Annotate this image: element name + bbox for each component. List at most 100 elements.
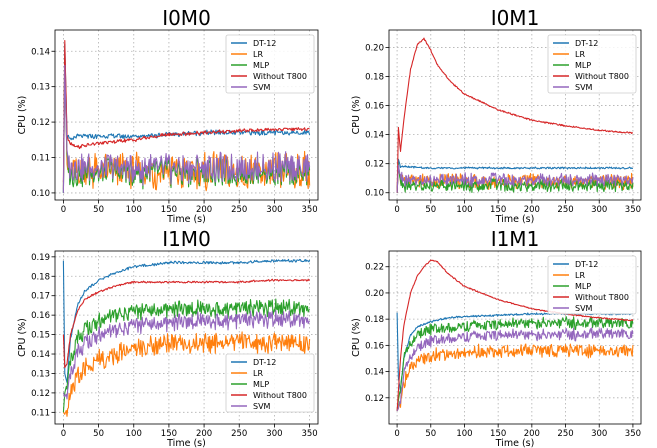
legend-box [547, 34, 637, 94]
chart-panel-1: 0 50 100 150 200 250 300 350 0.10 0.11 0.12 0.13 0.1… [17, 6, 319, 225]
y-tick-label: 0.12 [365, 160, 384, 170]
legend-label: Without T800 [575, 72, 629, 81]
x-tick-label: 300 [591, 429, 607, 439]
y-tick-label: 0.12 [31, 389, 50, 399]
legend-label: DT-12 [253, 39, 276, 48]
series-line-svm [62, 310, 311, 400]
y-tick-label: 0.14 [31, 350, 50, 360]
x-tick-label: 150 [161, 205, 177, 215]
legend-label: Without T800 [253, 391, 307, 400]
series-group [62, 258, 311, 417]
y-tick-label: 0.17 [31, 292, 50, 302]
x-tick-label: 50 [93, 205, 104, 215]
series-line-mlp [396, 316, 634, 411]
legend-label: SVM [253, 83, 271, 92]
series-line-without-t800 [396, 259, 634, 411]
x-tick-label: 350 [625, 429, 641, 439]
x-tick-label: 150 [161, 429, 177, 439]
x-tick-label: 250 [231, 205, 247, 215]
series-line-svm [396, 327, 634, 412]
x-axis-label: Time (s) [495, 438, 535, 448]
y-tick-label: 0.12 [365, 394, 384, 404]
series-group [62, 40, 311, 193]
legend-label: LR [575, 271, 585, 280]
y-tick-label: 0.12 [31, 118, 50, 128]
series-line-without-t800 [62, 40, 310, 183]
series-group [396, 37, 634, 193]
legend-label: LR [253, 369, 263, 378]
chart-title: I1M1 [491, 227, 540, 251]
legend: DT-12 LR MLP Without T800 SVM [225, 353, 315, 413]
x-tick-label: 100 [456, 205, 472, 215]
x-tick-label: 50 [425, 205, 436, 215]
y-tick-label: 0.18 [365, 315, 384, 325]
legend-label: DT-12 [575, 39, 598, 48]
y-axis-label: CPU (%) [351, 318, 362, 357]
chart-panel-2: 0 50 100 150 200 250 300 350 0.10 0.12 0.14 0.16 0.1… [351, 6, 642, 225]
legend-label: DT-12 [575, 260, 598, 269]
y-axis-label: CPU (%) [17, 96, 28, 135]
legend-label: MLP [575, 61, 591, 70]
series-line-dt-12 [62, 258, 311, 383]
x-tick-label: 200 [196, 429, 212, 439]
x-tick-label: 200 [524, 429, 540, 439]
x-axis-label: Time (s) [495, 214, 535, 225]
series-group [396, 259, 634, 412]
series-line-lr [62, 331, 311, 417]
x-tick-label: 150 [490, 205, 506, 215]
legend-label: SVM [575, 304, 593, 313]
legend-box [225, 34, 315, 94]
axes-frame [54, 29, 319, 201]
legend-label: Without T800 [575, 293, 629, 302]
y-tick-label: 0.11 [31, 154, 50, 164]
series-line-mlp [62, 298, 311, 413]
chart-title: I1M0 [162, 227, 211, 251]
x-tick-label: 100 [126, 429, 142, 439]
legend-label: SVM [253, 402, 271, 411]
x-tick-label: 50 [93, 429, 104, 439]
series-line-without-t800 [396, 37, 633, 193]
x-axis-label: Time (s) [166, 438, 206, 448]
x-axis-label: Time (s) [166, 214, 206, 225]
x-tick-label: 0 [61, 205, 66, 215]
legend-label: DT-12 [253, 358, 276, 367]
x-tick-label: 200 [524, 205, 540, 215]
y-axis-label: CPU (%) [17, 318, 28, 357]
axes-frame [388, 29, 642, 201]
x-tick-label: 300 [266, 429, 282, 439]
y-tick-label: 0.14 [31, 47, 50, 57]
series-line-lr [396, 343, 634, 412]
y-tick-label: 0.10 [365, 189, 384, 199]
legend-label: MLP [575, 282, 591, 291]
chart-panel-4: 0 50 100 150 200 250 300 350 0.12 0.14 0.16 0.18 0.2… [351, 227, 642, 448]
legend-box [547, 255, 637, 315]
x-tick-label: 0 [61, 429, 66, 439]
x-tick-label: 350 [301, 429, 317, 439]
y-tick-label: 0.11 [31, 408, 50, 418]
x-tick-label: 100 [456, 429, 472, 439]
y-tick-label: 0.13 [31, 83, 50, 93]
series-line-dt-12 [396, 158, 633, 193]
x-tick-label: 250 [557, 205, 573, 215]
x-tick-label: 0 [394, 429, 399, 439]
legend: DT-12 LR MLP Without T800 SVM [225, 34, 315, 94]
chart-title: I0M1 [491, 6, 540, 30]
x-tick-label: 50 [425, 429, 436, 439]
y-tick-label: 0.20 [365, 289, 384, 299]
y-tick-label: 0.16 [365, 102, 384, 112]
legend-label: Without T800 [253, 72, 307, 81]
y-axis-label: CPU (%) [351, 96, 362, 135]
x-tick-label: 350 [301, 205, 317, 215]
axes-frame [388, 250, 642, 425]
x-tick-label: 300 [591, 205, 607, 215]
x-tick-label: 100 [126, 205, 142, 215]
legend-box [225, 353, 315, 413]
x-tick-label: 250 [231, 429, 247, 439]
legend-label: LR [253, 50, 263, 59]
chart-panel-3: 0 50 100 150 200 250 300 350 0.11 0.12 0.13 0.14 0.1… [17, 227, 319, 448]
chart-title: I0M0 [162, 6, 211, 30]
y-tick-label: 0.18 [365, 72, 384, 82]
legend-label: LR [575, 50, 585, 59]
y-tick-label: 0.16 [31, 311, 50, 321]
